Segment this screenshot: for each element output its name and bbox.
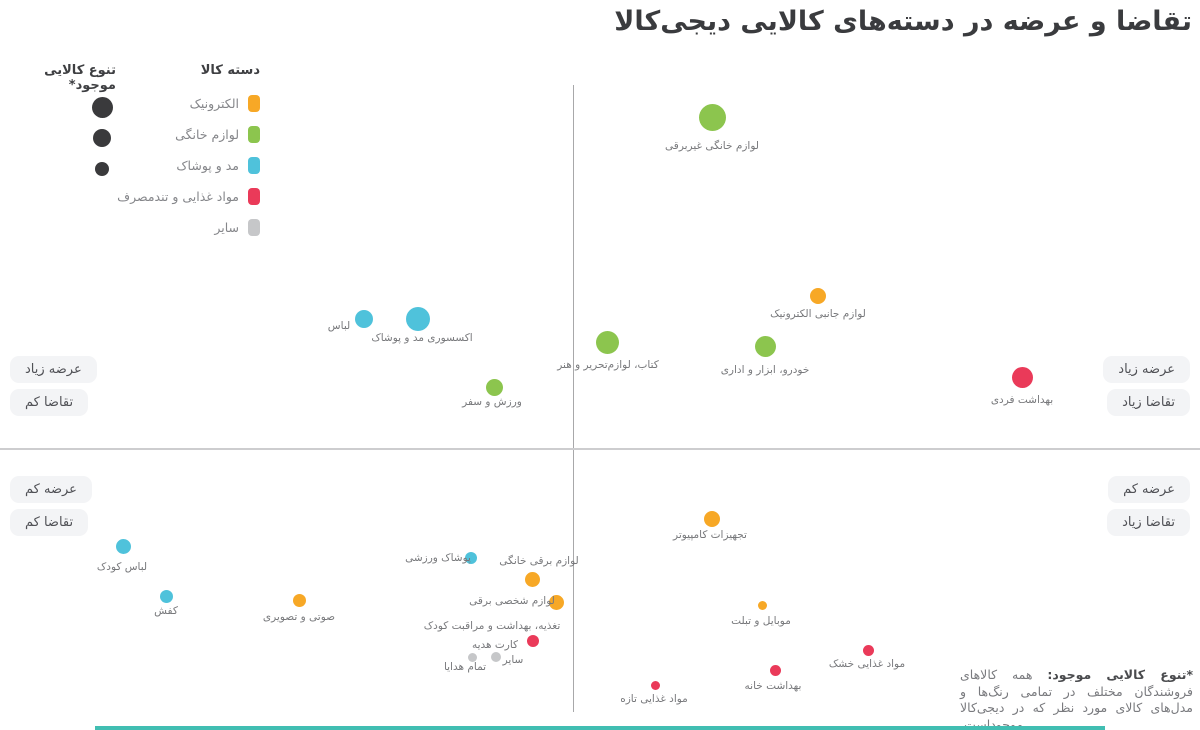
chart-bubble-label: لوازم خانگی غیربرقی — [665, 140, 759, 152]
chart-bubble-label: تجهیزات کامپیوتر — [673, 529, 747, 541]
legend-item-label: سایر — [214, 220, 239, 235]
size-legend-title: تنوع کالایی موجود* — [44, 63, 116, 93]
chart-bubble — [159, 589, 173, 603]
chart-bubble-label: ورزش و سفر — [462, 396, 522, 408]
chart-bubble-label: لوازم جانبی الکترونیک — [770, 308, 866, 320]
demand-low-pill: تقاضا کم — [10, 509, 89, 536]
chart-bubble — [810, 288, 826, 304]
chart-bubble-label: کارت هدیه — [471, 639, 519, 651]
quadrant-labels-top-left: عرضه زیاد تقاضا کم — [10, 356, 97, 416]
chart-bubble-label: لباس — [327, 320, 351, 332]
chart-bubble — [704, 511, 720, 527]
size-legend-circle — [95, 162, 109, 176]
chart-bubble — [595, 330, 619, 354]
chart-bubble — [467, 652, 477, 662]
other-swatch — [248, 219, 260, 236]
supply-high-pill: عرضه زیاد — [1103, 356, 1190, 383]
supply-low-pill: عرضه کم — [10, 476, 92, 503]
food-swatch — [248, 188, 260, 205]
supply-low-pill: عرضه کم — [1108, 476, 1190, 503]
quadrant-labels-bottom-right: عرضه کم تقاضا زیاد — [1107, 476, 1190, 536]
chart-bubble — [527, 635, 539, 647]
legend-item-label: مد و پوشاک — [176, 158, 239, 173]
chart-bubble — [548, 594, 564, 610]
chart-bubble — [1011, 366, 1033, 388]
chart-bubble-label: تغذیه، بهداشت و مراقبت کودک — [423, 620, 561, 632]
vertical-divider — [573, 85, 574, 712]
chart-bubble-label: صوتی و تصویری — [262, 611, 336, 623]
chart-bubble — [698, 103, 726, 131]
chart-bubble — [355, 310, 373, 328]
chart-bubble-label: پوشاک ورزشی — [405, 552, 471, 564]
chart-bubble-label: اکسسوری مد و پوشاک — [371, 332, 473, 344]
chart-bubble — [406, 307, 430, 331]
supply-high-pill: عرضه زیاد — [10, 356, 97, 383]
chart-bubble-label: خودرو، ابزار و اداری — [720, 364, 810, 376]
legend-item-label: لوازم خانگی — [175, 127, 239, 142]
chart-bubble-label: سایر — [502, 654, 524, 666]
legend-item-home: لوازم خانگی — [120, 126, 260, 143]
chart-bubble-label: لوازم شخصی برقی — [469, 595, 555, 607]
legend-item-label: مواد غذایی و تندمصرف — [117, 189, 239, 204]
legend-item-electronics: الکترونیک — [120, 95, 260, 112]
chart-bubble — [754, 335, 776, 357]
chart-bubble — [757, 600, 767, 610]
chart-bubble — [524, 571, 540, 587]
legend-item-fashion: مد و پوشاک — [120, 157, 260, 174]
chart-bubble-label: کتاب، لوازم‌تحریر و هنر — [557, 359, 659, 371]
chart-bubble-label: بهداشت خانه — [744, 680, 802, 692]
legend-item-food: مواد غذایی و تندمصرف — [117, 188, 260, 205]
footnote-term: *تنوع کالایی موجود: — [1047, 667, 1193, 682]
chart-bubble-label: مواد غذایی تازه — [620, 693, 688, 705]
chart-bubble-label: موبایل و تبلت — [731, 615, 791, 627]
footnote: *تنوع کالایی موجود: همه کالاهای فروشندگا… — [960, 667, 1193, 730]
demand-high-pill: تقاضا زیاد — [1107, 509, 1190, 536]
chart-bubble-label: لوازم برقی خانگی — [499, 555, 579, 567]
chart-bubble — [650, 680, 660, 690]
category-legend-title: دسته کالا — [200, 63, 260, 78]
footer-accent-bar — [95, 726, 1105, 730]
home-swatch — [248, 126, 260, 143]
chart-bubble — [292, 593, 306, 607]
legend-item-label: الکترونیک — [189, 96, 239, 111]
page-title: تقاضا و عرضه در دسته‌های کالایی دیجی‌کال… — [614, 6, 1192, 37]
chart-bubble — [465, 552, 477, 564]
demand-high-pill: تقاضا زیاد — [1107, 389, 1190, 416]
chart-bubble-label: مواد غذایی خشک — [828, 658, 906, 670]
electronics-swatch — [248, 95, 260, 112]
chart-bubble — [491, 652, 501, 662]
size-legend-circle — [93, 129, 111, 147]
horizontal-divider — [0, 448, 1200, 450]
chart-bubble — [862, 644, 874, 656]
chart-bubble — [769, 664, 781, 676]
size-legend-circle — [91, 96, 113, 118]
chart-bubble-label: کفش — [154, 605, 178, 617]
chart-bubble-label: بهداشت فردی — [990, 394, 1054, 406]
quadrant-labels-bottom-left: عرضه کم تقاضا کم — [10, 476, 92, 536]
demand-low-pill: تقاضا کم — [10, 389, 89, 416]
quadrant-labels-top-right: عرضه زیاد تقاضا زیاد — [1103, 356, 1190, 416]
footnote-text: همه کالاهای فروشندگان مختلف در تمامی رنگ… — [960, 667, 1193, 730]
category-legend-rows: الکترونیک لوازم خانگی مد و پوشاک مواد غذایی… — [117, 95, 260, 236]
chart-bubble — [115, 538, 131, 554]
legend-item-other: سایر — [120, 219, 260, 236]
chart-bubble — [485, 378, 503, 396]
chart-bubble-label: تمام هدایا — [443, 661, 487, 673]
chart-bubble-label: لباس کودک — [96, 561, 148, 573]
fashion-swatch — [248, 157, 260, 174]
